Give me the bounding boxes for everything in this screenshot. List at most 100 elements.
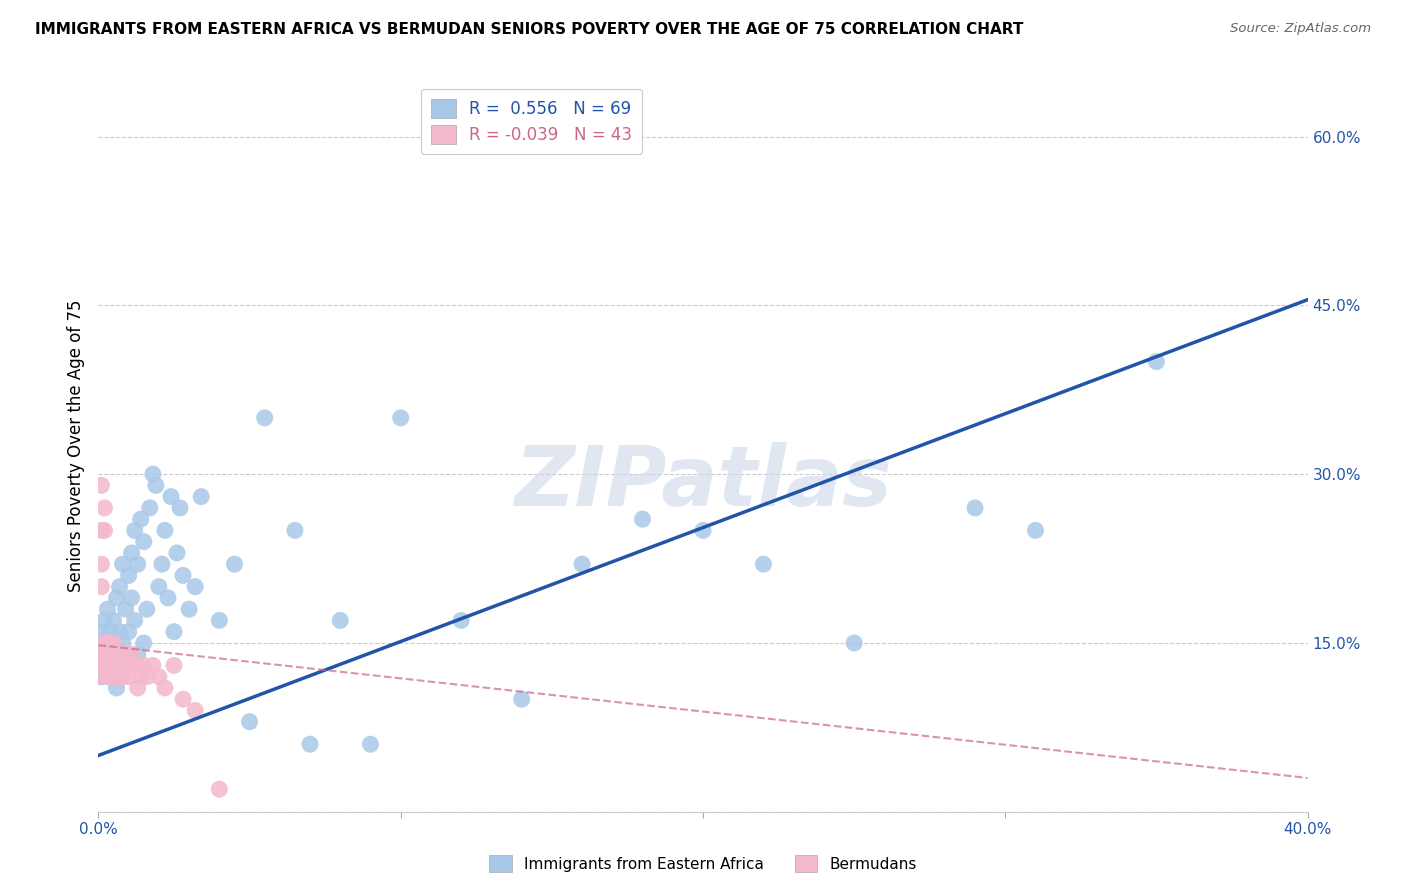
Text: IMMIGRANTS FROM EASTERN AFRICA VS BERMUDAN SENIORS POVERTY OVER THE AGE OF 75 CO: IMMIGRANTS FROM EASTERN AFRICA VS BERMUD… xyxy=(35,22,1024,37)
Point xyxy=(190,490,212,504)
Point xyxy=(96,647,118,661)
Point xyxy=(100,647,122,661)
Point xyxy=(1024,524,1046,538)
Point xyxy=(118,624,141,639)
Point xyxy=(96,670,118,684)
Point xyxy=(108,670,131,684)
Point xyxy=(132,636,155,650)
Point xyxy=(108,624,131,639)
Legend: R =  0.556   N = 69, R = -0.039   N = 43: R = 0.556 N = 69, R = -0.039 N = 43 xyxy=(422,88,643,153)
Point xyxy=(93,614,115,628)
Point xyxy=(253,410,276,425)
Point xyxy=(103,670,125,684)
Point xyxy=(111,636,134,650)
Point xyxy=(124,524,146,538)
Point xyxy=(87,647,110,661)
Point xyxy=(208,782,231,797)
Point xyxy=(145,478,167,492)
Point xyxy=(90,580,112,594)
Point xyxy=(93,636,115,650)
Point xyxy=(129,512,152,526)
Point xyxy=(166,546,188,560)
Point xyxy=(103,670,125,684)
Point xyxy=(105,658,128,673)
Point xyxy=(90,478,112,492)
Point xyxy=(90,624,112,639)
Point xyxy=(752,557,775,571)
Point xyxy=(96,636,118,650)
Point xyxy=(163,624,186,639)
Point xyxy=(127,557,149,571)
Point xyxy=(105,647,128,661)
Point xyxy=(105,591,128,605)
Point xyxy=(510,692,533,706)
Point xyxy=(118,658,141,673)
Point xyxy=(118,670,141,684)
Point xyxy=(329,614,352,628)
Point xyxy=(224,557,246,571)
Point xyxy=(96,602,118,616)
Point xyxy=(100,658,122,673)
Point xyxy=(156,591,179,605)
Point xyxy=(103,636,125,650)
Point xyxy=(90,557,112,571)
Point xyxy=(96,647,118,661)
Legend: Immigrants from Eastern Africa, Bermudans: Immigrants from Eastern Africa, Bermudan… xyxy=(481,847,925,880)
Point xyxy=(105,647,128,661)
Point xyxy=(571,557,593,571)
Point xyxy=(90,647,112,661)
Point xyxy=(127,647,149,661)
Point xyxy=(129,670,152,684)
Point xyxy=(172,568,194,582)
Point xyxy=(160,490,183,504)
Point xyxy=(108,580,131,594)
Point xyxy=(631,512,654,526)
Point xyxy=(184,580,207,594)
Y-axis label: Seniors Poverty Over the Age of 75: Seniors Poverty Over the Age of 75 xyxy=(66,300,84,592)
Point xyxy=(153,681,176,695)
Point xyxy=(121,647,143,661)
Point xyxy=(1144,354,1167,368)
Point xyxy=(184,703,207,717)
Point xyxy=(299,737,322,751)
Point xyxy=(87,670,110,684)
Point xyxy=(90,647,112,661)
Point xyxy=(121,546,143,560)
Point xyxy=(96,658,118,673)
Point xyxy=(90,670,112,684)
Point xyxy=(114,647,136,661)
Point xyxy=(208,614,231,628)
Point xyxy=(450,614,472,628)
Point xyxy=(163,658,186,673)
Point xyxy=(114,602,136,616)
Point xyxy=(121,591,143,605)
Point xyxy=(96,670,118,684)
Point xyxy=(148,670,170,684)
Point xyxy=(103,636,125,650)
Point xyxy=(135,670,157,684)
Point xyxy=(139,500,162,515)
Point xyxy=(148,580,170,594)
Point xyxy=(124,614,146,628)
Point xyxy=(389,410,412,425)
Point xyxy=(169,500,191,515)
Point xyxy=(965,500,987,515)
Point xyxy=(179,602,201,616)
Point xyxy=(103,647,125,661)
Point xyxy=(103,614,125,628)
Point xyxy=(239,714,262,729)
Point xyxy=(93,524,115,538)
Point xyxy=(90,524,112,538)
Point xyxy=(114,647,136,661)
Point xyxy=(93,658,115,673)
Point xyxy=(118,568,141,582)
Point xyxy=(153,524,176,538)
Point xyxy=(132,658,155,673)
Point xyxy=(93,500,115,515)
Point xyxy=(172,692,194,706)
Point xyxy=(105,681,128,695)
Point xyxy=(111,557,134,571)
Point xyxy=(93,636,115,650)
Point xyxy=(844,636,866,650)
Point xyxy=(150,557,173,571)
